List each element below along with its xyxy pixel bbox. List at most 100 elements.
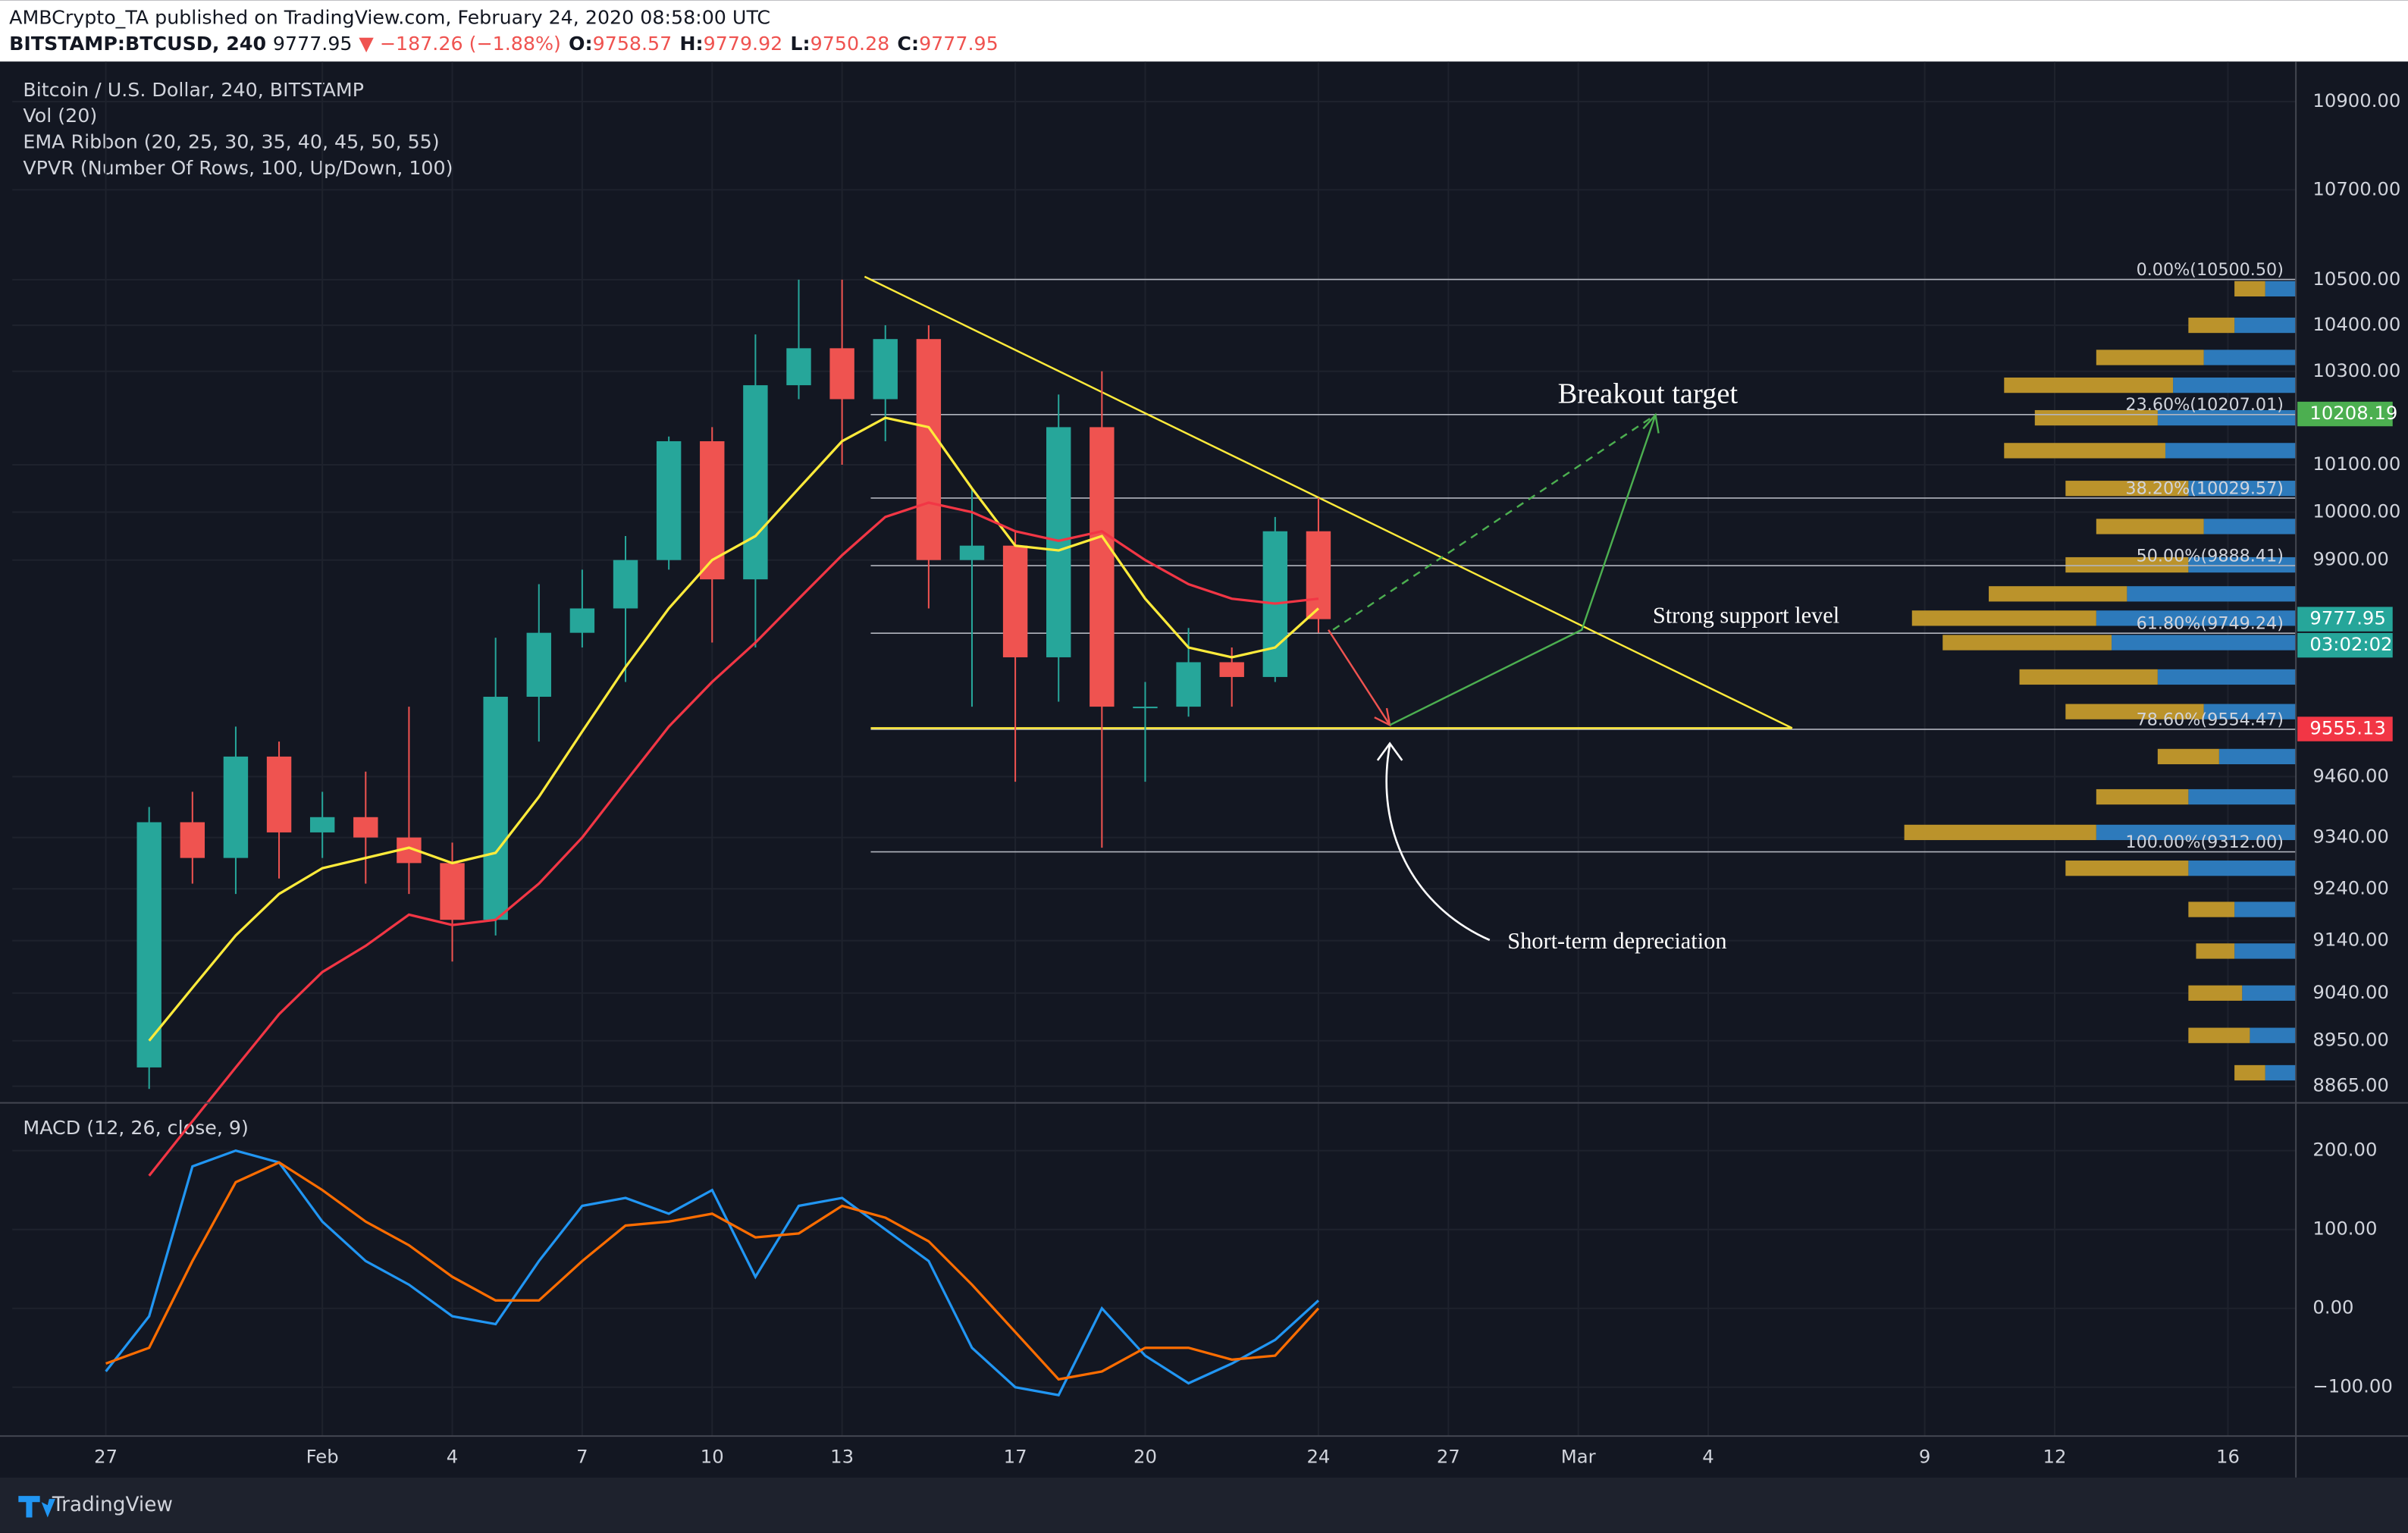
x-tick-label: 9 [1919, 1445, 1930, 1467]
candle-body [526, 632, 551, 698]
vpvr-down [2004, 443, 2165, 459]
candle-body [700, 440, 725, 580]
annotation: Short-term depreciation [1507, 928, 1726, 954]
candle-body [1046, 427, 1071, 657]
ema-line [148, 416, 1320, 1042]
publisher: AMBCrypto_TA published on TradingView.co… [9, 7, 770, 29]
candle-body [483, 697, 508, 920]
vpvr-down [2188, 985, 2243, 1001]
ohlc-value: 9779.92 [704, 33, 783, 55]
vpvr-up [2165, 443, 2297, 459]
x-tick-label: 10 [701, 1445, 724, 1467]
vpvr-up [2157, 669, 2297, 685]
candle-body [180, 822, 205, 858]
x-tick-label: 13 [830, 1445, 854, 1467]
y-tick-label: 200.00 [2312, 1139, 2377, 1161]
ohlc-key: C: [897, 33, 919, 55]
vpvr-down [2157, 748, 2219, 765]
fib-label: 50.00%(9888.41) [2137, 546, 2284, 566]
candle-body [136, 822, 161, 1067]
vpvr-down [2188, 1027, 2250, 1043]
ohlc-key: O: [569, 33, 593, 55]
vpvr-up [2188, 481, 2297, 497]
ema-line [148, 501, 1319, 1177]
vpvr-up [2127, 586, 2297, 602]
vpvr-down [2096, 350, 2204, 365]
fib-label: 78.60%(9554.47) [2137, 710, 2284, 729]
y-tick-label: 8865.00 [2312, 1074, 2388, 1096]
x-tick-label: 12 [2043, 1445, 2067, 1467]
vpvr-up [2250, 1027, 2297, 1043]
price-badge-label: 10208.19 [2309, 402, 2397, 424]
macd-title: MACD (12, 26, close, 9) [23, 1117, 249, 1139]
price-badge-label: 9555.13 [2309, 717, 2385, 739]
vpvr-up [2096, 610, 2297, 626]
x-tick-label: 7 [576, 1445, 588, 1467]
footer-bg [0, 1477, 2408, 1533]
vpvr-down [2096, 519, 2204, 535]
x-tick-label: Feb [306, 1445, 339, 1467]
change: ▼ −187.26 (−1.88%) [359, 33, 561, 55]
vpvr-down [1911, 610, 2096, 626]
footer-brand: TradingView [52, 1494, 173, 1516]
vpvr-up [2188, 861, 2297, 876]
y-tick-label: 9040.00 [2312, 981, 2388, 1003]
vpvr-down [2019, 669, 2158, 685]
vpvr-up [2265, 281, 2297, 297]
vpvr-up [2188, 788, 2297, 805]
fib-label: 38.20%(10029.57) [2125, 478, 2284, 498]
header-bg [0, 0, 2408, 62]
vpvr-down [2004, 377, 2174, 393]
vpvr-down [2065, 481, 2189, 497]
y-tick-label: 8950.00 [2312, 1029, 2388, 1051]
y-tick-label: 9140.00 [2312, 929, 2388, 951]
macd-line [105, 1149, 1320, 1397]
vpvr-down [1989, 586, 2127, 602]
candle-body [656, 440, 682, 560]
candle-body [1090, 427, 1115, 707]
dashed-arrow [1332, 414, 1657, 631]
chart-bg [0, 61, 2408, 1478]
y-tick-label: 9340.00 [2312, 826, 2388, 848]
x-tick-label: Mar [1561, 1445, 1596, 1467]
vpvr-up [2203, 704, 2297, 719]
fib-label: 0.00%(10500.50) [2137, 260, 2284, 280]
curved-arrow [1376, 741, 1491, 942]
legend-ema: EMA Ribbon (20, 25, 30, 35, 40, 45, 50, … [23, 131, 439, 153]
price-badge [2297, 716, 2393, 741]
candle-body [786, 348, 811, 386]
vpvr-down [2065, 556, 2189, 573]
candle-body [223, 756, 249, 858]
vpvr-up [2234, 901, 2297, 917]
candle-body [1176, 662, 1201, 707]
countdown-badge [2297, 632, 2393, 658]
fib-label: 23.60%(10207.01) [2125, 395, 2284, 415]
y-tick-label: 9460.00 [2312, 764, 2388, 786]
vpvr-down [2065, 861, 2189, 876]
price-badge-label: 9777.95 [2309, 607, 2385, 629]
ohlc-value: 9777.95 [919, 33, 999, 55]
legend-main: Bitcoin / U.S. Dollar, 240, BITSTAMP [23, 79, 364, 101]
x-tick-label: 4 [1702, 1445, 1714, 1467]
candle-body [1002, 545, 1028, 657]
symbol: BITSTAMP:BTCUSD, 240 [9, 33, 266, 55]
logo [18, 1496, 55, 1518]
legend-vpvr: VPVR (Number Of Rows, 100, Up/Down, 100) [23, 157, 453, 179]
ohlc-value: 9750.28 [811, 33, 890, 55]
macd-line [105, 1161, 1320, 1381]
vpvr-up [2173, 377, 2297, 393]
vpvr-down [2188, 901, 2235, 917]
candle-body [569, 608, 595, 633]
price-badge [2297, 607, 2393, 632]
candle-body [829, 348, 854, 400]
drawings [864, 275, 1793, 942]
vpvr-down [2234, 281, 2265, 297]
x-tick-label: 27 [94, 1445, 118, 1467]
vpvr-up [2096, 824, 2297, 841]
vpvr-down [2234, 1064, 2265, 1081]
candle-body [440, 863, 465, 920]
ohlc-key: H: [679, 33, 703, 55]
y-tick-label: 100.00 [2312, 1218, 2377, 1240]
candle-body [613, 560, 638, 609]
